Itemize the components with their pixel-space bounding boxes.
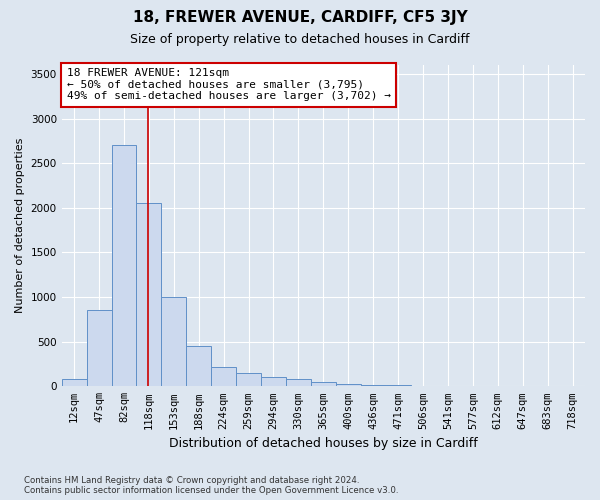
Bar bbox=[86, 310, 112, 386]
Bar bbox=[211, 366, 236, 386]
Bar bbox=[62, 379, 86, 386]
Bar bbox=[361, 385, 386, 386]
Bar bbox=[286, 379, 311, 386]
Bar bbox=[261, 378, 286, 386]
Bar bbox=[311, 382, 336, 386]
Bar bbox=[136, 204, 161, 386]
Text: 18 FREWER AVENUE: 121sqm
← 50% of detached houses are smaller (3,795)
49% of sem: 18 FREWER AVENUE: 121sqm ← 50% of detach… bbox=[67, 68, 391, 102]
X-axis label: Distribution of detached houses by size in Cardiff: Distribution of detached houses by size … bbox=[169, 437, 478, 450]
Text: Size of property relative to detached houses in Cardiff: Size of property relative to detached ho… bbox=[130, 32, 470, 46]
Y-axis label: Number of detached properties: Number of detached properties bbox=[15, 138, 25, 314]
Text: Contains HM Land Registry data © Crown copyright and database right 2024.
Contai: Contains HM Land Registry data © Crown c… bbox=[24, 476, 398, 495]
Text: 18, FREWER AVENUE, CARDIFF, CF5 3JY: 18, FREWER AVENUE, CARDIFF, CF5 3JY bbox=[133, 10, 467, 25]
Bar bbox=[236, 373, 261, 386]
Bar bbox=[336, 384, 361, 386]
Bar bbox=[186, 346, 211, 387]
Bar bbox=[112, 146, 136, 386]
Bar bbox=[161, 297, 186, 386]
